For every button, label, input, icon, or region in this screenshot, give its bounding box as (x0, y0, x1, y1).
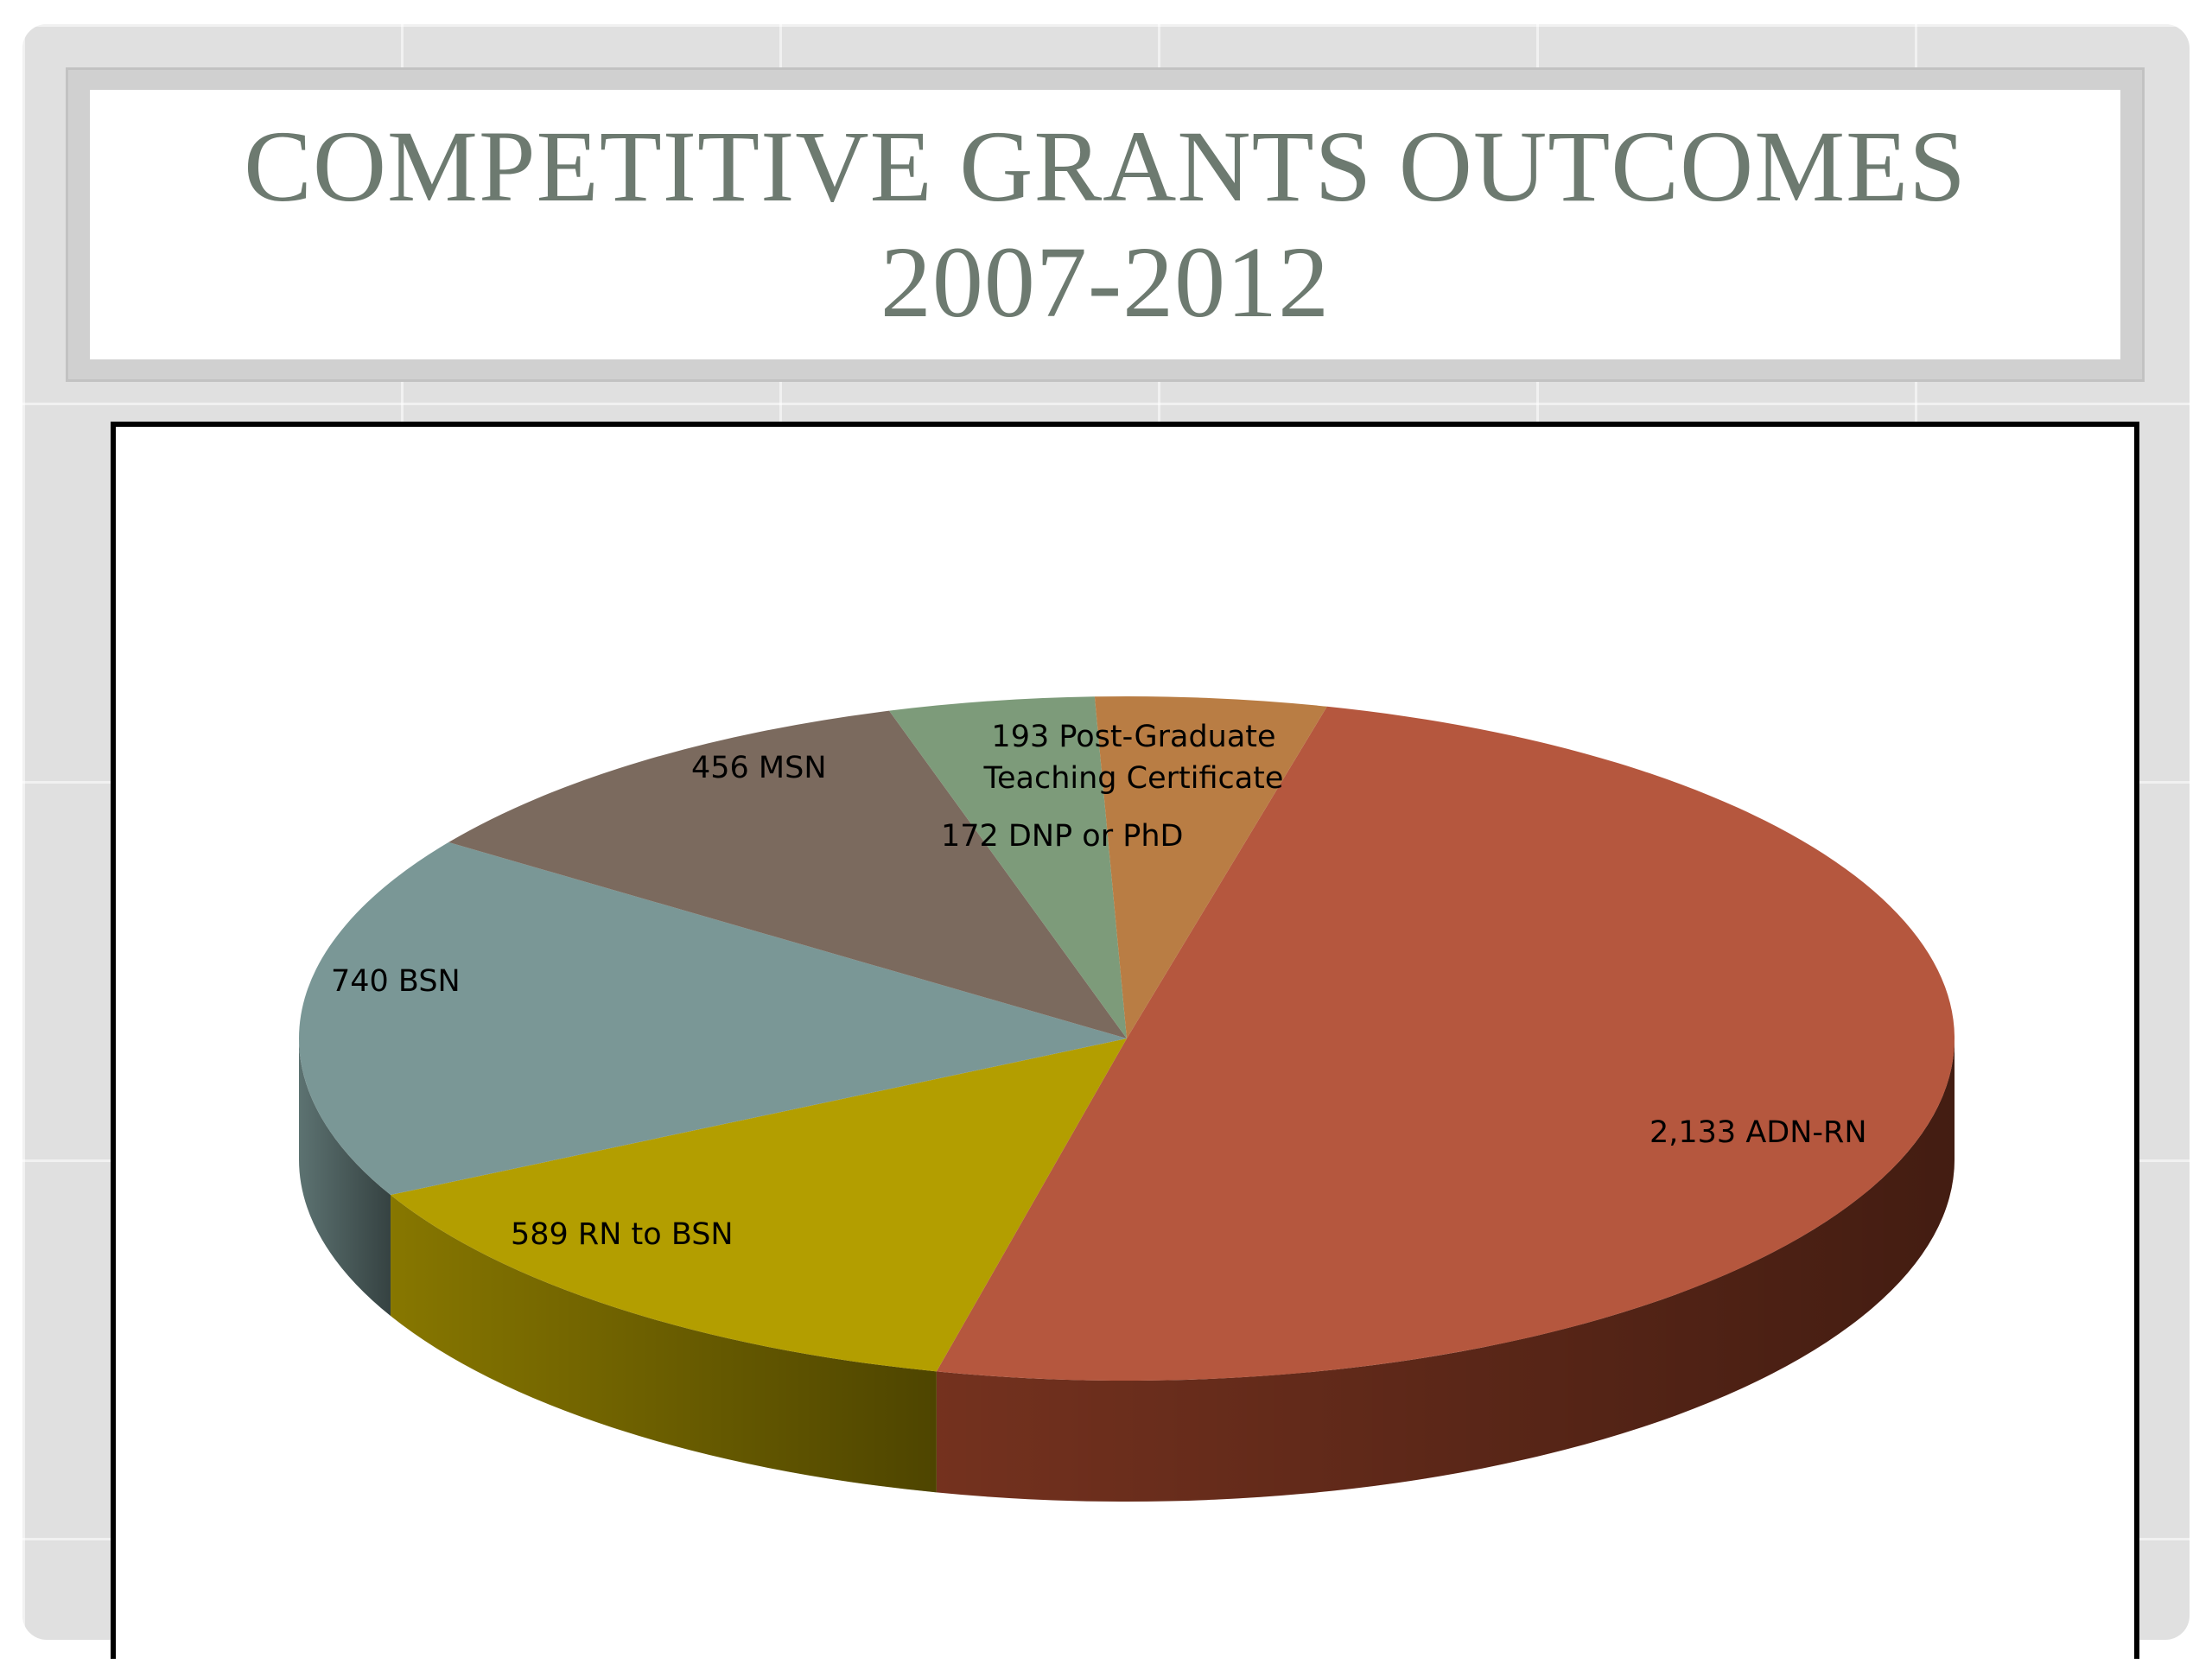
pie-side-walls (299, 1038, 1955, 1502)
slice-label-adn-rn: 2,133 ADN-RN (1649, 1115, 1867, 1150)
pie-slice-adn-rn (936, 706, 1955, 1381)
pie-side-shade-1-0 (390, 1195, 937, 1493)
pie-side-shade-2-0 (299, 1038, 391, 1317)
slice-label-msn: 456 MSN (691, 751, 827, 785)
slice-label-rn-to-bsn: 589 RN to BSN (511, 1217, 734, 1252)
pie-slice-dnp-or-phd (889, 696, 1127, 1038)
slide-title: COMPETITIVE GRANTS OUTCOMES (244, 110, 1967, 223)
slice-label-bsn: 740 BSN (331, 964, 461, 999)
slice-label-post-grad-line2: Teaching Certificate (983, 761, 1284, 796)
title-box: COMPETITIVE GRANTS OUTCOMES 2007-2012 (90, 90, 2120, 359)
pie-top-faces (299, 696, 1955, 1381)
pie-slice-msn (448, 710, 1127, 1038)
pie-chart: 2,133 ADN-RN 589 RN to BSN 740 BSN 456 M… (299, 696, 1955, 1502)
slice-label-dnp-phd: 172 DNP or PhD (941, 819, 1183, 854)
chart-frame: 2,133 ADN-RN 589 RN to BSN 740 BSN 456 M… (111, 422, 2139, 1659)
slice-label-post-grad-line1: 193 Post-Graduate (991, 720, 1275, 754)
pie-labels: 2,133 ADN-RN 589 RN to BSN 740 BSN 456 M… (331, 720, 1867, 1252)
pie-slice-rn-to-bsn (390, 1038, 1127, 1372)
slide-subtitle-years: 2007-2012 (880, 225, 1331, 339)
pie-side-shade-0-0 (936, 1038, 1955, 1502)
pie-slice-bsn (299, 842, 1128, 1196)
pie-slice-post-graduate-teaching-certificate (1094, 696, 1327, 1038)
